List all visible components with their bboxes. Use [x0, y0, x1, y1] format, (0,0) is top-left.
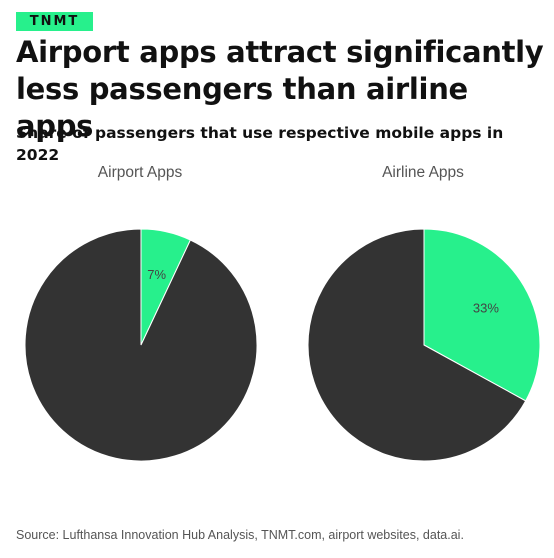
brand-logo: TNMT [16, 12, 93, 31]
pie-title-airport: Airport Apps [97, 164, 183, 181]
pie-slice-airport-1 [24, 228, 258, 462]
source-note: Source: Lufthansa Innovation Hub Analysi… [16, 528, 464, 542]
chart-subtitle: Share of passengers that use respective … [16, 124, 504, 164]
page-title: Airport apps attract significantly less … [16, 35, 544, 143]
pie-slice-airline-1 [307, 228, 527, 462]
pie-label-airline: 33% [473, 300, 499, 315]
pie-slice-airline-0 [423, 228, 541, 402]
pie-chart-airline: 33% [307, 228, 541, 462]
pie-label-airport: 7% [147, 267, 166, 282]
pie-title-airline: Airline Apps [382, 164, 464, 181]
pie-chart-airport: 7% [24, 228, 258, 462]
